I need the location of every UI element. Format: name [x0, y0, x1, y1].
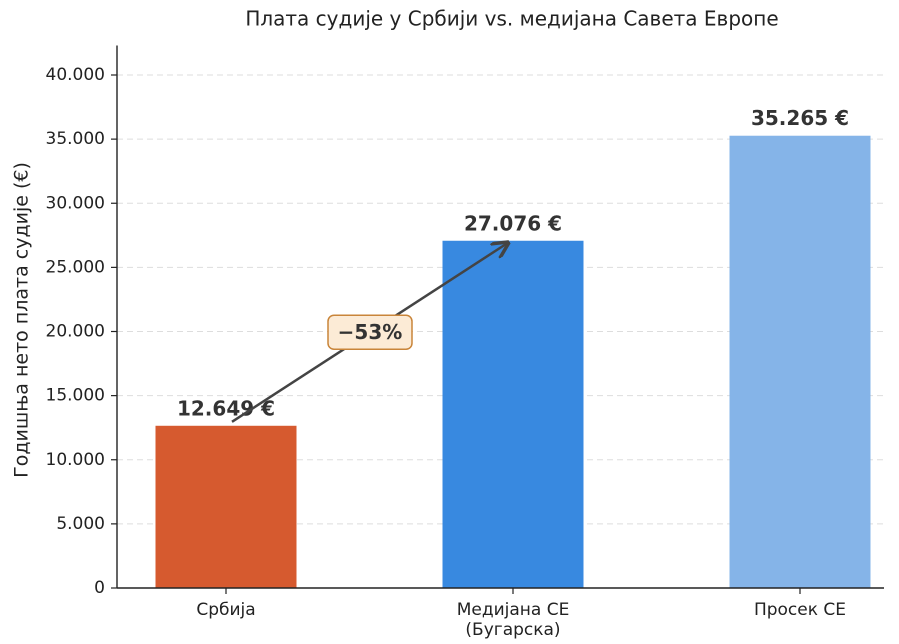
- y-tick-label: 5.000: [56, 514, 105, 534]
- x-tick-label: Просек CE: [753, 600, 847, 620]
- bar: [729, 135, 871, 588]
- chart-title: Плата судије у Србији vs. медијана Савет…: [245, 7, 778, 31]
- y-tick-label: 35.000: [46, 129, 105, 149]
- value-label: 27.076 €: [464, 211, 562, 235]
- y-tick-label: 15.000: [46, 386, 105, 406]
- y-axis-label: Годишња нето плата судије (€): [11, 162, 33, 478]
- value-label: 12.649 €: [177, 396, 275, 420]
- value-label: 35.265 €: [751, 106, 849, 130]
- y-tick-label: 0: [94, 578, 105, 598]
- y-tick-label: 30.000: [46, 193, 105, 213]
- y-tick-label: 25.000: [46, 257, 105, 277]
- y-tick-label: 20.000: [46, 322, 105, 342]
- y-tick-label: 40.000: [46, 65, 105, 85]
- annotation-box: [327, 314, 413, 351]
- x-tick-label: Србија: [196, 600, 256, 620]
- bar: [155, 425, 297, 588]
- x-tick-label: Медијана CE (Бугарска): [456, 600, 570, 640]
- y-tick-label: 10.000: [46, 450, 105, 470]
- bar: [442, 240, 584, 588]
- annotation: −53%: [338, 320, 403, 344]
